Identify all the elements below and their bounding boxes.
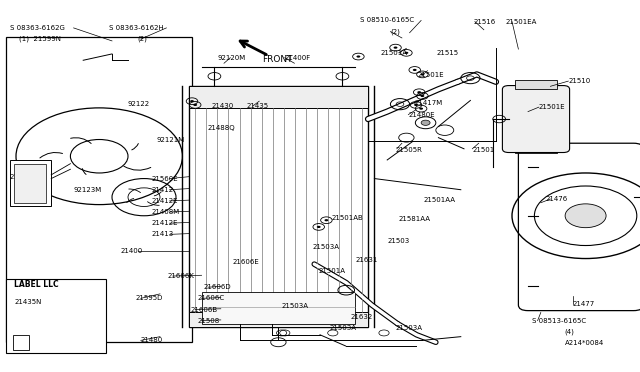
Text: S 08363-6162H: S 08363-6162H	[109, 25, 164, 31]
Text: 21606K: 21606K	[168, 273, 195, 279]
Text: 21400F: 21400F	[285, 55, 311, 61]
Text: 21606D: 21606D	[204, 284, 231, 290]
Text: 21503A: 21503A	[330, 325, 356, 331]
Text: 92123M: 92123M	[74, 187, 102, 193]
Text: 21606E: 21606E	[232, 259, 259, 265]
Text: 21412E: 21412E	[152, 198, 178, 204]
Text: 21435N: 21435N	[14, 299, 42, 305]
Text: 21400: 21400	[120, 248, 143, 254]
Text: LABEL LLC: LABEL LLC	[14, 280, 59, 289]
Text: 21516: 21516	[474, 19, 496, 25]
Text: 21501A: 21501A	[381, 50, 408, 56]
Text: 21501E: 21501E	[539, 104, 566, 110]
Text: FRONT: FRONT	[262, 55, 293, 64]
Text: 21581AA: 21581AA	[398, 216, 430, 222]
Text: 21632: 21632	[351, 314, 373, 320]
Text: 21501AB: 21501AB	[332, 215, 364, 221]
Text: 21595D: 21595D	[136, 295, 163, 301]
Text: 21476: 21476	[545, 196, 568, 202]
Bar	[202, 292, 355, 324]
Circle shape	[404, 52, 408, 54]
Text: S 08363-6162G: S 08363-6162G	[10, 25, 65, 31]
Text: 21515: 21515	[436, 50, 459, 56]
Text: (2): (2)	[390, 28, 400, 35]
Text: 21488Q: 21488Q	[208, 125, 236, 131]
Circle shape	[394, 46, 397, 49]
Circle shape	[356, 55, 360, 58]
Text: 21501A: 21501A	[319, 268, 346, 274]
Text: 21503A: 21503A	[396, 325, 422, 331]
Text: 21631: 21631	[355, 257, 378, 263]
Circle shape	[565, 204, 606, 228]
Text: 21606C: 21606C	[197, 295, 224, 301]
Text: 21413: 21413	[152, 231, 174, 237]
Text: 92122: 92122	[128, 101, 150, 107]
Text: (1)  21599N: (1) 21599N	[19, 36, 61, 42]
Circle shape	[420, 73, 424, 76]
Text: S 08513-6165C: S 08513-6165C	[532, 318, 587, 324]
Text: 21501E: 21501E	[417, 72, 444, 78]
Text: 21508: 21508	[197, 318, 220, 324]
Bar	[13, 335, 29, 350]
Text: 21408M: 21408M	[152, 209, 180, 215]
Circle shape	[417, 91, 421, 93]
Text: 21606B: 21606B	[191, 307, 218, 312]
Bar	[189, 312, 368, 327]
Text: 21412E: 21412E	[152, 220, 178, 226]
Text: 21510: 21510	[568, 78, 591, 84]
Circle shape	[413, 69, 417, 71]
Circle shape	[414, 104, 418, 106]
Text: 21430: 21430	[211, 103, 234, 109]
Text: 21435: 21435	[246, 103, 269, 109]
Bar	[6, 37, 192, 342]
Text: 21493M: 21493M	[10, 174, 38, 180]
FancyBboxPatch shape	[502, 86, 570, 153]
Bar	[14, 164, 46, 203]
Text: A214*0084: A214*0084	[564, 340, 604, 346]
Text: 21505R: 21505R	[396, 147, 422, 153]
Text: 21501AA: 21501AA	[424, 197, 456, 203]
Text: (4): (4)	[564, 328, 574, 335]
Text: S 08510-6165C: S 08510-6165C	[360, 17, 414, 23]
Text: 21503: 21503	[387, 238, 410, 244]
Circle shape	[190, 100, 194, 102]
Bar	[6, 279, 106, 353]
Text: 21477: 21477	[573, 301, 595, 307]
Text: 92120M: 92120M	[218, 55, 246, 61]
FancyBboxPatch shape	[518, 143, 640, 311]
Circle shape	[420, 95, 424, 97]
Text: 21417M: 21417M	[415, 100, 443, 106]
Circle shape	[193, 104, 197, 106]
Text: 21503A: 21503A	[312, 244, 339, 250]
Text: 21501: 21501	[472, 147, 495, 153]
Bar	[189, 86, 368, 327]
Circle shape	[317, 226, 321, 228]
Text: 21480E: 21480E	[408, 112, 435, 118]
Bar	[10, 160, 51, 206]
Text: 21501EA: 21501EA	[506, 19, 537, 25]
Circle shape	[421, 120, 430, 125]
Text: 92121M: 92121M	[157, 137, 185, 142]
Text: 21503A: 21503A	[282, 303, 308, 309]
Bar	[515, 80, 557, 89]
Text: 21480: 21480	[141, 337, 163, 343]
Text: 21412: 21412	[152, 187, 174, 193]
Text: 21560E: 21560E	[152, 176, 179, 182]
Circle shape	[324, 219, 328, 221]
Circle shape	[419, 108, 423, 110]
Bar	[189, 86, 368, 108]
Text: (2): (2)	[138, 36, 147, 42]
